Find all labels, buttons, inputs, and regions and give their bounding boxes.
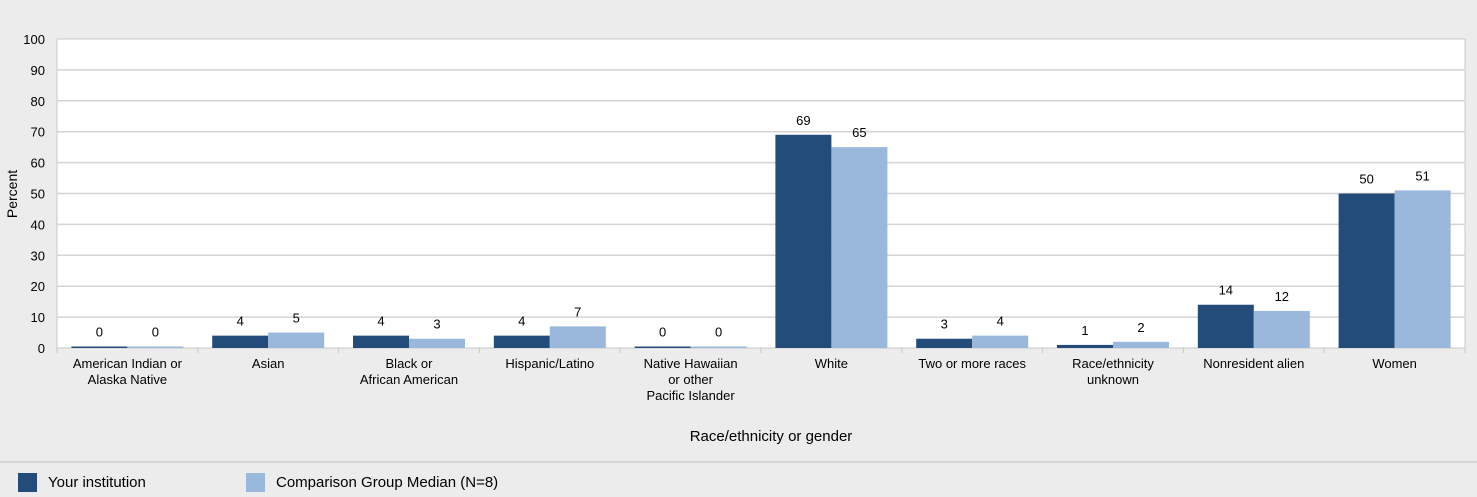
data-label: 51 xyxy=(1415,168,1429,183)
bar xyxy=(916,338,973,348)
data-label: 0 xyxy=(152,325,159,340)
x-tick-label: White xyxy=(815,356,848,371)
data-label: 4 xyxy=(997,314,1004,329)
x-tick-label: Black or xyxy=(386,356,434,371)
y-tick-label: 0 xyxy=(38,341,45,356)
bar xyxy=(634,346,691,348)
x-tick-label: Alaska Native xyxy=(88,372,167,387)
x-axis-label: Race/ethnicity or gender xyxy=(690,428,853,445)
bar xyxy=(409,338,465,348)
data-label: 2 xyxy=(1137,320,1144,335)
data-label: 12 xyxy=(1275,289,1289,304)
x-tick-label: Native Hawaiian xyxy=(644,356,738,371)
y-tick-label: 30 xyxy=(31,248,45,263)
bar xyxy=(1338,193,1395,348)
bar xyxy=(71,346,128,348)
bar xyxy=(268,332,325,348)
bar xyxy=(1057,344,1113,348)
y-tick-label: 40 xyxy=(31,217,45,232)
legend: Your institution Comparison Group Median… xyxy=(0,461,1477,497)
bar xyxy=(1394,190,1451,348)
bar xyxy=(353,335,409,348)
x-tick-label: Women xyxy=(1372,356,1417,371)
legend-item-comparison-group: Comparison Group Median (N=8) xyxy=(246,473,498,492)
y-tick-label: 90 xyxy=(31,63,45,78)
legend-label-comparison-group: Comparison Group Median (N=8) xyxy=(276,474,499,491)
data-label: 3 xyxy=(941,317,948,332)
y-tick-label: 80 xyxy=(31,94,45,109)
gridlines xyxy=(57,69,1465,318)
legend-label-your-institution: Your institution xyxy=(48,474,146,491)
bar xyxy=(690,346,747,348)
data-label: 14 xyxy=(1219,283,1233,298)
bar xyxy=(775,134,832,348)
y-axis-label: Percent xyxy=(4,170,20,218)
bar xyxy=(831,147,888,348)
x-tick-label: Two or more races xyxy=(918,356,1026,371)
data-label: 65 xyxy=(852,125,866,140)
bar xyxy=(1197,304,1254,348)
bar xyxy=(127,346,184,348)
legend-item-your-institution: Your institution xyxy=(18,473,146,492)
y-tick-label: 60 xyxy=(31,156,45,171)
x-tick-label: Hispanic/Latino xyxy=(505,356,594,371)
y-tick-label: 100 xyxy=(23,32,45,47)
data-label: 5 xyxy=(293,311,300,326)
x-tick-label: Pacific Islander xyxy=(647,388,736,403)
y-axis-ticks: 0 10 20 30 40 50 60 70 80 90 100 xyxy=(23,32,45,356)
y-tick-label: 70 xyxy=(31,125,45,140)
data-label: 4 xyxy=(377,314,384,329)
bar xyxy=(493,335,550,348)
x-tick-label: Nonresident alien xyxy=(1203,356,1304,371)
y-tick-label: 50 xyxy=(31,187,45,202)
y-tick-label: 20 xyxy=(31,279,45,294)
x-tick-label: African American xyxy=(360,372,458,387)
data-label: 4 xyxy=(518,314,525,329)
bar xyxy=(549,326,606,348)
x-tick-label: American Indian or xyxy=(73,356,183,371)
data-label: 3 xyxy=(433,317,440,332)
x-tick-label: or other xyxy=(668,372,713,387)
data-label: 0 xyxy=(659,325,666,340)
data-label: 7 xyxy=(574,304,581,319)
data-label: 0 xyxy=(715,325,722,340)
bar xyxy=(972,335,1029,348)
data-label: 0 xyxy=(96,325,103,340)
x-tick-label: unknown xyxy=(1087,372,1139,387)
data-label: 1 xyxy=(1081,323,1088,338)
legend-swatch-comparison-group xyxy=(246,473,265,492)
bar xyxy=(1113,341,1169,348)
bar xyxy=(212,335,269,348)
data-label: 4 xyxy=(237,314,244,329)
data-label: 69 xyxy=(796,113,810,128)
bar xyxy=(1253,310,1310,348)
y-tick-label: 10 xyxy=(31,310,45,325)
legend-swatch-your-institution xyxy=(18,473,37,492)
data-label: 50 xyxy=(1359,172,1373,187)
x-tick-label: Race/ethnicity xyxy=(1072,356,1154,371)
x-tick-label: Asian xyxy=(252,356,285,371)
